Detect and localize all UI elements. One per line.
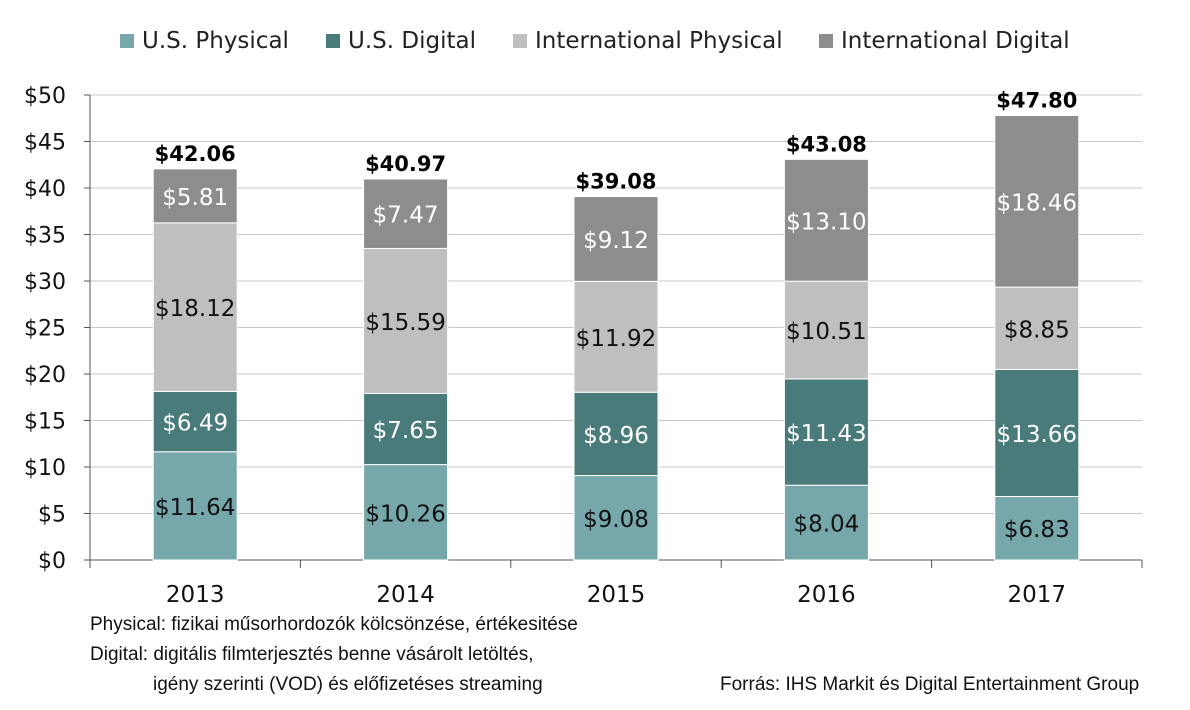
bar-segment bbox=[994, 495, 1080, 561]
total-value-label: $47.80 bbox=[996, 88, 1077, 112]
segment-value-label: $7.47 bbox=[373, 203, 439, 229]
bar-segment bbox=[994, 286, 1080, 370]
stacked-bar-chart: $0 $5 $10 $15 $20 $25 $30 $35 $40 $45 $50 $11.64 $6.… bbox=[24, 84, 1143, 608]
bar-segment bbox=[783, 158, 869, 282]
legend-swatch bbox=[819, 34, 833, 48]
total-value-label: $40.97 bbox=[365, 152, 446, 176]
note-digital-line2: igény szerinti (VOD) és előfizetéses str… bbox=[153, 674, 543, 695]
legend-swatch bbox=[513, 34, 527, 48]
segment-value-label: $6.83 bbox=[1004, 517, 1070, 543]
segment-value-label: $5.81 bbox=[162, 185, 228, 211]
segment-value-label: $9.12 bbox=[583, 228, 649, 254]
segment-value-label: $10.51 bbox=[786, 319, 866, 345]
y-tick-label: $25 bbox=[24, 317, 66, 342]
legend-label: U.S. Digital bbox=[348, 28, 476, 54]
x-tick-label: 2014 bbox=[376, 582, 435, 608]
bar-segment bbox=[363, 464, 449, 561]
bar-segment bbox=[152, 168, 238, 224]
chart-legend: U.S. Physical U.S. Digital International P… bbox=[0, 28, 1190, 64]
bar-segment bbox=[783, 378, 869, 486]
segment-value-label: $13.10 bbox=[786, 209, 866, 235]
y-tick-label: $35 bbox=[24, 224, 66, 249]
segment-value-label: $11.92 bbox=[576, 326, 656, 352]
bar-segment bbox=[363, 247, 449, 394]
bar-segment bbox=[573, 196, 659, 282]
total-value-label: $42.06 bbox=[155, 142, 236, 166]
legend-item: U.S. Digital bbox=[326, 28, 476, 54]
segment-value-label: $6.49 bbox=[162, 411, 228, 437]
y-tick-label: $40 bbox=[24, 177, 66, 202]
y-tick-label: $0 bbox=[38, 549, 66, 574]
bar-segment bbox=[783, 280, 869, 380]
y-tick-label: $30 bbox=[24, 270, 66, 295]
bar-segment bbox=[573, 391, 659, 477]
bar-segment bbox=[573, 475, 659, 561]
note-physical: Physical: fizikai műsorhordozók kölcsönz… bbox=[90, 614, 578, 635]
bar-segment bbox=[783, 484, 869, 561]
bar-segment bbox=[152, 390, 238, 453]
y-tick-label: $20 bbox=[24, 363, 66, 388]
legend-item: International Digital bbox=[819, 28, 1070, 54]
legend-label: International Digital bbox=[841, 28, 1070, 54]
segment-value-label: $7.65 bbox=[373, 418, 439, 444]
total-value-label: $39.08 bbox=[575, 170, 656, 194]
x-tick-label: 2013 bbox=[166, 582, 225, 608]
legend-swatch bbox=[326, 34, 340, 48]
x-tick-label: 2017 bbox=[1008, 582, 1067, 608]
note-digital-line1: Digital: digitális filmterjesztés benne … bbox=[90, 644, 534, 665]
legend-label: International Physical bbox=[535, 28, 783, 54]
legend-swatch bbox=[120, 34, 134, 48]
segment-value-label: $11.43 bbox=[786, 421, 866, 447]
segment-value-label: $15.59 bbox=[365, 310, 445, 336]
y-tick-label: $15 bbox=[24, 410, 66, 435]
segment-value-label: $9.08 bbox=[583, 507, 649, 533]
segment-value-label: $18.46 bbox=[997, 190, 1077, 216]
segment-value-label: $8.04 bbox=[793, 512, 859, 538]
bar-segment bbox=[994, 368, 1080, 497]
x-tick-label: 2016 bbox=[797, 582, 856, 608]
segment-value-label: $13.66 bbox=[997, 422, 1077, 448]
legend-item: U.S. Physical bbox=[120, 28, 289, 54]
segment-value-label: $10.26 bbox=[365, 501, 445, 527]
total-value-label: $43.08 bbox=[786, 132, 867, 156]
legend-label: U.S. Physical bbox=[142, 28, 289, 54]
bar-segment bbox=[152, 451, 238, 561]
source-note: Forrás: IHS Markit és Digital Entertainm… bbox=[720, 674, 1140, 695]
legend-item: International Physical bbox=[513, 28, 783, 54]
x-tick-label: 2015 bbox=[587, 582, 646, 608]
bar-segment bbox=[994, 114, 1080, 288]
y-tick-label: $50 bbox=[24, 84, 66, 109]
segment-value-label: $8.96 bbox=[583, 423, 649, 449]
bar-segment bbox=[363, 392, 449, 466]
y-tick-label: $5 bbox=[38, 503, 66, 528]
segment-value-label: $8.85 bbox=[1004, 317, 1070, 343]
y-tick-label: $10 bbox=[24, 456, 66, 481]
segment-value-label: $11.64 bbox=[155, 495, 235, 521]
y-tick-label: $45 bbox=[24, 131, 66, 156]
segment-value-label: $18.12 bbox=[155, 296, 235, 322]
bar-segment bbox=[363, 178, 449, 249]
